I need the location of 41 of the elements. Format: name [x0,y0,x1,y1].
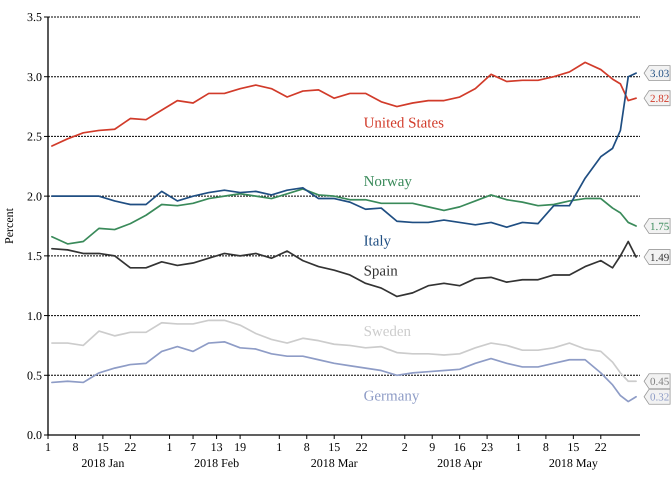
y-tick-label: 0.5 [27,368,42,382]
series-label: Spain [364,264,398,280]
y-tick-label: 3.5 [27,10,42,24]
data-label: 1.75 [650,220,670,233]
line-series [51,320,637,382]
x-tick-label: 23 [481,440,494,454]
x-tick-label: 1 [166,440,173,454]
x-tick-label: 2 [402,440,408,454]
x-tick-label: 8 [72,440,78,454]
data-label: 2.82 [650,93,670,106]
data-label: 0.32 [650,392,670,404]
y-tick-label: 1.0 [27,308,42,323]
line-series [51,72,637,228]
series-label: United States [364,116,444,132]
y-axis-title: Percent [2,207,16,244]
data-label: 3.03 [650,68,670,80]
x-tick-label: 1 [45,440,51,454]
line-series [51,62,637,147]
y-tick-label: 2.5 [27,130,42,144]
x-tick-label: 19 [234,440,246,454]
series-label: Germany [364,388,420,404]
y-tick-label: 2.0 [27,189,42,204]
line-series [51,340,637,402]
series-label: Italy [364,234,392,250]
x-tick-label: 15 2018 Jan [81,440,124,470]
x-tick-label: 8 [542,440,549,454]
x-tick-label: 22 [594,440,607,454]
x-tick-label: 22 [124,440,136,454]
x-tick-label: 1 [515,440,522,454]
x-tick-label: 22 [356,440,368,454]
x-tick-label: 1 [276,440,282,454]
x-tick-label: 8 [304,440,310,454]
data-label: 1.49 [650,252,670,264]
x-tick-label: 9 [429,440,436,454]
y-tick-label: 3.0 [27,70,42,84]
series-label: Norway [364,174,412,190]
y-tick-label: 1.5 [27,249,42,264]
x-tick-label: 7 [190,440,196,454]
y-tick-label: 0.0 [27,428,42,442]
x-tick-label: 16 2018 Apr [437,440,482,470]
data-label: 0.45 [650,376,670,388]
